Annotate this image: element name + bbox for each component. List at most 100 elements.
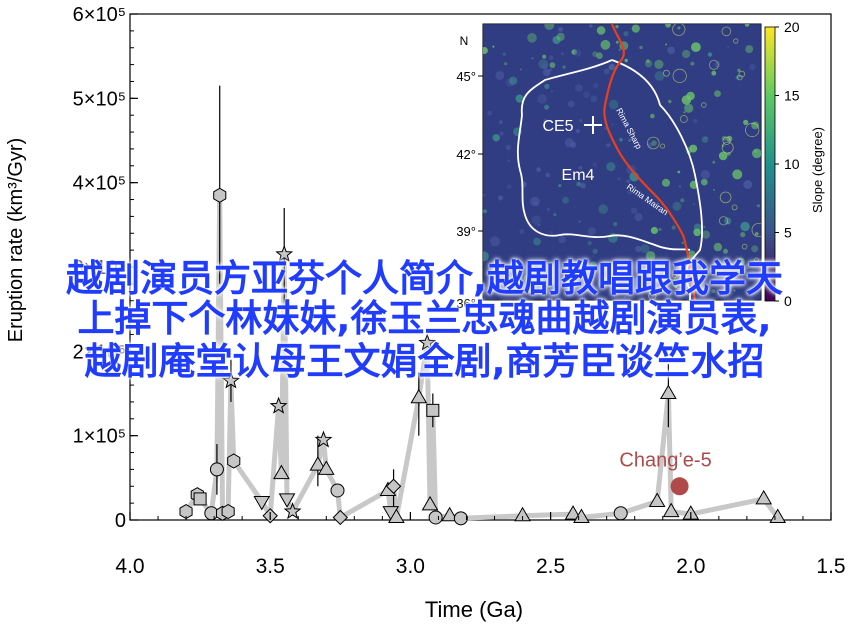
terrain-speck bbox=[658, 227, 662, 232]
terrain-speck bbox=[634, 213, 643, 222]
triangle-marker bbox=[660, 384, 677, 399]
circle-marker bbox=[204, 506, 219, 521]
terrain-speck bbox=[507, 184, 512, 189]
terrain-speck bbox=[509, 76, 518, 85]
terrain-speck bbox=[714, 61, 721, 68]
terrain-speck bbox=[754, 232, 759, 236]
x-tick-label: 4.0 bbox=[115, 555, 144, 578]
terrain-speck bbox=[505, 145, 511, 150]
y-axis: 0 1×10⁵ 2×10⁵ 3×10⁵ 4×10⁵ 5×10⁵ 6×10⁵ bbox=[73, 4, 138, 532]
crater-rim bbox=[745, 122, 760, 138]
terrain-speck bbox=[593, 83, 599, 89]
terrain-speck bbox=[743, 180, 753, 189]
terrain-speck bbox=[635, 245, 642, 253]
terrain-speck bbox=[651, 140, 657, 146]
terrain-speck bbox=[672, 201, 682, 211]
crater-rim bbox=[648, 291, 657, 300]
terrain-speck bbox=[558, 236, 566, 244]
crater-rim bbox=[741, 243, 748, 250]
triangle-marker bbox=[514, 506, 531, 522]
terrain-speck bbox=[483, 251, 489, 262]
terrain-speck bbox=[683, 111, 686, 114]
hexagon-marker bbox=[227, 453, 241, 469]
terrain-speck bbox=[589, 24, 593, 28]
y-tick-label: 3×10⁵ bbox=[73, 257, 126, 279]
crater-rim bbox=[754, 257, 759, 263]
diamond-marker bbox=[385, 478, 402, 494]
terrain-speck bbox=[598, 204, 608, 214]
terrain-speck bbox=[502, 52, 506, 56]
terrain-speck bbox=[606, 143, 611, 148]
terrain-speck bbox=[723, 248, 728, 254]
terrain-speck bbox=[712, 160, 716, 164]
change5-label: Chang’e-5 bbox=[619, 449, 711, 471]
terrain-speck bbox=[745, 45, 754, 54]
triangle-marker bbox=[564, 505, 582, 520]
terrain-speck bbox=[618, 48, 621, 51]
terrain-speck bbox=[690, 61, 695, 66]
star-marker bbox=[314, 430, 333, 448]
star-marker bbox=[275, 244, 294, 262]
ce5-cross-icon bbox=[584, 116, 602, 134]
terrain-speck bbox=[630, 207, 638, 214]
lat-tick-label: 42° bbox=[456, 147, 476, 162]
colorbar-label: Slope (degree) bbox=[810, 127, 825, 213]
crater-rim bbox=[663, 69, 670, 77]
terrain-speck bbox=[571, 49, 577, 55]
terrain-speck bbox=[677, 170, 681, 174]
terrain-speck bbox=[567, 100, 575, 108]
terrain-speck bbox=[680, 198, 685, 203]
terrain-speck bbox=[562, 65, 566, 69]
terrain-speck bbox=[544, 83, 550, 90]
terrain-speck bbox=[650, 113, 655, 119]
terrain-speck bbox=[535, 279, 543, 287]
terrain-speck bbox=[752, 148, 761, 159]
change5-highlight: Chang’e-5 bbox=[619, 449, 712, 496]
terrain-speck bbox=[624, 58, 628, 63]
inset-map: 45°42°39°36° N CE5 Em4 Rima Sharp Rima M… bbox=[456, 19, 825, 311]
terrain-speck bbox=[662, 178, 670, 187]
terrain-speck bbox=[623, 31, 629, 37]
terrain-speck bbox=[563, 298, 566, 300]
triangle-marker bbox=[273, 464, 290, 480]
square-marker bbox=[426, 403, 440, 417]
terrain-speck bbox=[637, 288, 641, 291]
terrain-speck bbox=[718, 151, 728, 161]
terrain-speck bbox=[628, 138, 632, 142]
terrain-speck bbox=[578, 220, 581, 223]
north-label: N bbox=[460, 34, 469, 48]
colorbar-tick-label: 20 bbox=[784, 19, 800, 35]
x-tick-label: 3.5 bbox=[256, 555, 285, 578]
triangle-marker bbox=[441, 506, 459, 522]
triangle-marker bbox=[573, 508, 590, 523]
terrain-speck bbox=[677, 26, 681, 30]
terrain-speck bbox=[562, 196, 569, 204]
terrain-speck bbox=[617, 177, 621, 181]
terrain-speck bbox=[701, 230, 710, 239]
terrain-speck bbox=[552, 35, 561, 45]
terrain-speck bbox=[548, 68, 553, 72]
terrain-speck bbox=[733, 289, 736, 292]
terrain-speck bbox=[608, 99, 619, 110]
terrain-speck bbox=[606, 162, 616, 172]
terrain-speck bbox=[582, 91, 590, 99]
terrain-speck bbox=[492, 134, 500, 142]
terrain-speck bbox=[627, 189, 633, 195]
terrain-speck bbox=[749, 63, 756, 71]
terrain-speck bbox=[743, 119, 749, 125]
triangle-marker bbox=[755, 489, 773, 505]
terrain-speck bbox=[542, 54, 547, 59]
diamond-marker bbox=[332, 509, 349, 526]
terrain-speck bbox=[578, 166, 583, 170]
terrain-speck bbox=[580, 182, 586, 189]
hexagon-marker bbox=[221, 504, 235, 520]
star-marker bbox=[283, 502, 302, 520]
terrain-speck bbox=[726, 45, 730, 49]
circle-marker bbox=[209, 462, 224, 477]
terrain-speck bbox=[618, 270, 626, 278]
terrain-speck bbox=[564, 138, 575, 148]
terrain-speck bbox=[669, 278, 673, 283]
terrain-speck bbox=[523, 274, 531, 282]
terrain-speck bbox=[575, 84, 583, 92]
